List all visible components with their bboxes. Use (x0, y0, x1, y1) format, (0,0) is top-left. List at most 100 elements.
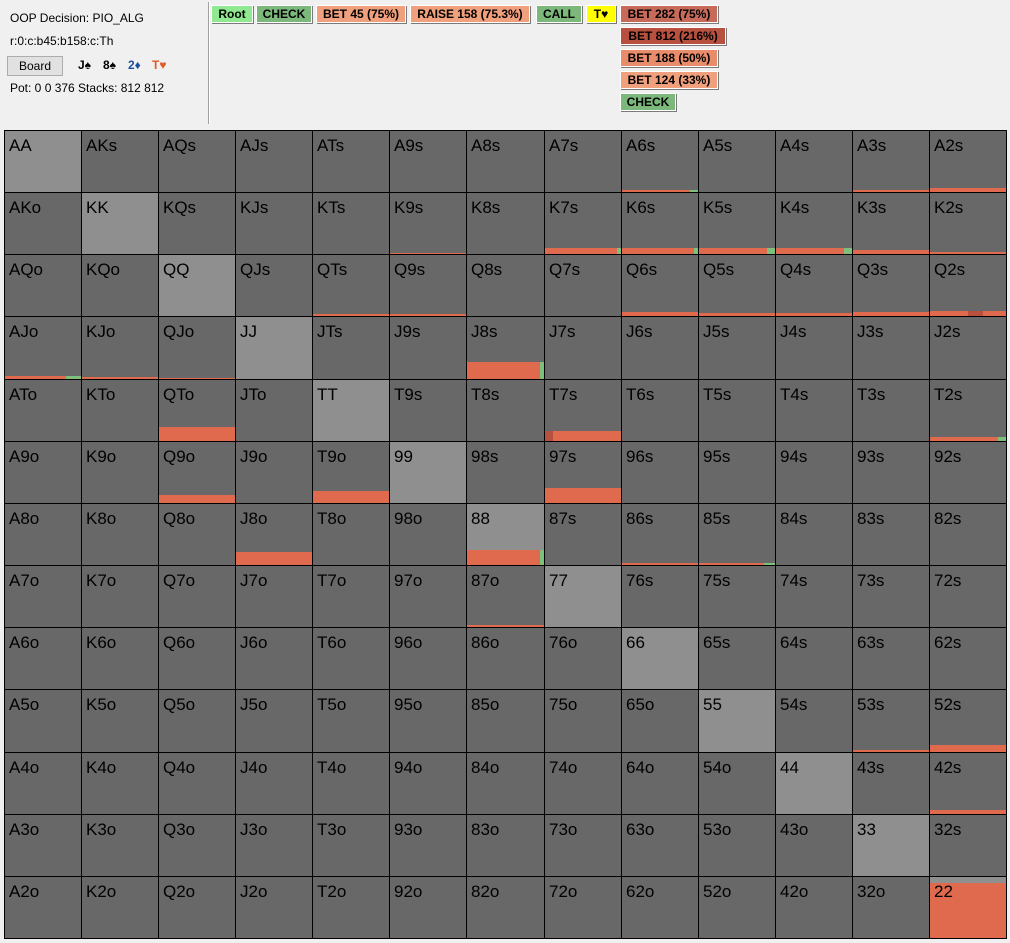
hand-cell-T7s[interactable]: T7s (545, 380, 621, 441)
hand-cell-K6o[interactable]: K6o (82, 628, 158, 689)
hand-cell-T4o[interactable]: T4o (313, 753, 389, 814)
hand-cell-Q3s[interactable]: Q3s (853, 255, 929, 316)
hand-cell-85s[interactable]: 85s (699, 504, 775, 565)
hand-cell-95o[interactable]: 95o (390, 690, 466, 752)
hand-cell-K6s[interactable]: K6s (622, 193, 698, 254)
hand-cell-J6o[interactable]: J6o (236, 628, 312, 689)
hand-cell-A6o[interactable]: A6o (5, 628, 81, 689)
hand-cell-44[interactable]: 44 (776, 753, 852, 814)
hand-cell-J8s[interactable]: J8s (467, 317, 544, 379)
hand-cell-64s[interactable]: 64s (776, 628, 852, 689)
hand-cell-T6o[interactable]: T6o (313, 628, 389, 689)
hand-cell-62o[interactable]: 62o (622, 877, 698, 938)
hand-cell-96s[interactable]: 96s (622, 442, 698, 503)
hand-cell-A9s[interactable]: A9s (390, 131, 466, 192)
hand-cell-A2o[interactable]: A2o (5, 877, 81, 938)
hand-cell-54o[interactable]: 54o (699, 753, 775, 814)
hand-cell-22[interactable]: 22 (930, 877, 1006, 938)
tree-node-root[interactable]: Root (211, 5, 253, 23)
hand-cell-K7o[interactable]: K7o (82, 566, 158, 627)
hand-cell-84o[interactable]: 84o (467, 753, 544, 814)
hand-cell-88[interactable]: 88 (467, 504, 544, 565)
tree-node-check-turn[interactable]: CHECK (620, 93, 676, 111)
hand-cell-53o[interactable]: 53o (699, 815, 775, 876)
hand-cell-A5s[interactable]: A5s (699, 131, 775, 192)
hand-cell-83o[interactable]: 83o (467, 815, 544, 876)
hand-cell-K7s[interactable]: K7s (545, 193, 621, 254)
hand-cell-J5o[interactable]: J5o (236, 690, 312, 752)
hand-cell-T2s[interactable]: T2s (930, 380, 1006, 441)
hand-cell-Q2s[interactable]: Q2s (930, 255, 1006, 316)
hand-cell-42s[interactable]: 42s (930, 753, 1006, 814)
hand-cell-99[interactable]: 99 (390, 442, 466, 503)
tree-node-check[interactable]: CHECK (256, 5, 312, 23)
hand-cell-96o[interactable]: 96o (390, 628, 466, 689)
hand-cell-T5o[interactable]: T5o (313, 690, 389, 752)
hand-cell-Q3o[interactable]: Q3o (159, 815, 235, 876)
hand-cell-Q4o[interactable]: Q4o (159, 753, 235, 814)
hand-cell-98o[interactable]: 98o (390, 504, 466, 565)
hand-cell-74o[interactable]: 74o (545, 753, 621, 814)
hand-cell-KTs[interactable]: KTs (313, 193, 389, 254)
hand-cell-J3o[interactable]: J3o (236, 815, 312, 876)
hand-cell-75s[interactable]: 75s (699, 566, 775, 627)
hand-cell-T8o[interactable]: T8o (313, 504, 389, 565)
hand-cell-55[interactable]: 55 (699, 690, 775, 752)
hand-cell-KQs[interactable]: KQs (159, 193, 235, 254)
hand-cell-85o[interactable]: 85o (467, 690, 544, 752)
hand-cell-75o[interactable]: 75o (545, 690, 621, 752)
hand-cell-KQo[interactable]: KQo (82, 255, 158, 316)
hand-cell-K2s[interactable]: K2s (930, 193, 1006, 254)
hand-cell-A8s[interactable]: A8s (467, 131, 544, 192)
board-button[interactable]: Board (7, 56, 63, 76)
hand-cell-82s[interactable]: 82s (930, 504, 1006, 565)
hand-cell-AQs[interactable]: AQs (159, 131, 235, 192)
hand-cell-52o[interactable]: 52o (699, 877, 775, 938)
hand-cell-73s[interactable]: 73s (853, 566, 929, 627)
hand-cell-94s[interactable]: 94s (776, 442, 852, 503)
hand-cell-64o[interactable]: 64o (622, 753, 698, 814)
hand-cell-J5s[interactable]: J5s (699, 317, 775, 379)
hand-cell-65s[interactable]: 65s (699, 628, 775, 689)
hand-cell-A3s[interactable]: A3s (853, 131, 929, 192)
tree-node-raise-158[interactable]: RAISE 158 (75.3%) (410, 5, 530, 23)
hand-cell-KJs[interactable]: KJs (236, 193, 312, 254)
tree-node-turn-card[interactable]: T♥ (586, 5, 616, 23)
hand-cell-83s[interactable]: 83s (853, 504, 929, 565)
hand-cell-62s[interactable]: 62s (930, 628, 1006, 689)
hand-cell-J9s[interactable]: J9s (390, 317, 466, 379)
tree-node-bet-282[interactable]: BET 282 (75%) (620, 5, 718, 23)
hand-cell-K3o[interactable]: K3o (82, 815, 158, 876)
hand-cell-K8s[interactable]: K8s (467, 193, 544, 254)
hand-cell-T6s[interactable]: T6s (622, 380, 698, 441)
hand-cell-A7o[interactable]: A7o (5, 566, 81, 627)
hand-cell-KTo[interactable]: KTo (82, 380, 158, 441)
hand-cell-K4s[interactable]: K4s (776, 193, 852, 254)
hand-cell-Q5s[interactable]: Q5s (699, 255, 775, 316)
hand-cell-A3o[interactable]: A3o (5, 815, 81, 876)
hand-cell-87s[interactable]: 87s (545, 504, 621, 565)
hand-cell-A8o[interactable]: A8o (5, 504, 81, 565)
hand-cell-T7o[interactable]: T7o (313, 566, 389, 627)
hand-cell-ATo[interactable]: ATo (5, 380, 81, 441)
hand-cell-T3s[interactable]: T3s (853, 380, 929, 441)
hand-cell-72o[interactable]: 72o (545, 877, 621, 938)
hand-cell-K9s[interactable]: K9s (390, 193, 466, 254)
hand-cell-AJs[interactable]: AJs (236, 131, 312, 192)
hand-cell-Q8o[interactable]: Q8o (159, 504, 235, 565)
hand-cell-97o[interactable]: 97o (390, 566, 466, 627)
hand-cell-Q7o[interactable]: Q7o (159, 566, 235, 627)
hand-cell-AQo[interactable]: AQo (5, 255, 81, 316)
hand-cell-AJo[interactable]: AJo (5, 317, 81, 379)
hand-cell-K2o[interactable]: K2o (82, 877, 158, 938)
hand-cell-TT[interactable]: TT (313, 380, 389, 441)
hand-cell-QQ[interactable]: QQ (159, 255, 235, 316)
hand-cell-QTo[interactable]: QTo (159, 380, 235, 441)
hand-cell-T2o[interactable]: T2o (313, 877, 389, 938)
hand-cell-QJo[interactable]: QJo (159, 317, 235, 379)
hand-cell-K5s[interactable]: K5s (699, 193, 775, 254)
hand-cell-84s[interactable]: 84s (776, 504, 852, 565)
hand-cell-42o[interactable]: 42o (776, 877, 852, 938)
hand-cell-J2s[interactable]: J2s (930, 317, 1006, 379)
hand-cell-82o[interactable]: 82o (467, 877, 544, 938)
